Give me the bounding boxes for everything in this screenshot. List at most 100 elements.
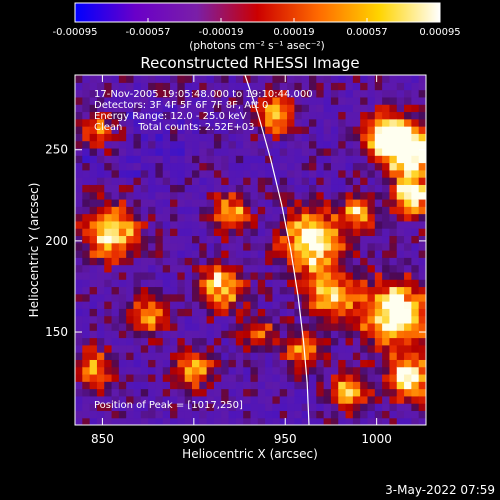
- heatmap-cell: [265, 395, 274, 404]
- heatmap-cell: [118, 162, 127, 171]
- heatmap-cell: [360, 388, 369, 397]
- heatmap-cell: [235, 395, 244, 404]
- heatmap-cell: [75, 301, 83, 309]
- heatmap-cell: [243, 104, 252, 113]
- heatmap-cell: [206, 301, 215, 309]
- heatmap-cell: [345, 111, 354, 120]
- heatmap-cell: [148, 344, 157, 353]
- heatmap-cell: [228, 250, 237, 258]
- heatmap-cell: [272, 308, 281, 317]
- heatmap-cell: [374, 315, 383, 324]
- heatmap-cell: [294, 395, 303, 404]
- heatmap-cell: [199, 177, 208, 185]
- heatmap-cell: [309, 228, 317, 237]
- heatmap-cell: [265, 352, 274, 360]
- heatmap-cell: [126, 373, 135, 382]
- heatmap-cell: [111, 250, 120, 258]
- heatmap-cell: [404, 344, 412, 353]
- heatmap-cell: [265, 126, 274, 134]
- heatmap-cell: [162, 264, 171, 273]
- heatmap-cell: [323, 301, 332, 309]
- heatmap-cell: [382, 111, 391, 120]
- heatmap-cell: [162, 111, 171, 120]
- heatmap-cell: [257, 395, 266, 404]
- heatmap-cell: [316, 352, 325, 360]
- heatmap-cell: [250, 337, 259, 346]
- heatmap-cell: [279, 359, 288, 368]
- heatmap-cell: [75, 410, 83, 419]
- heatmap-cell: [330, 286, 339, 295]
- heatmap-cell: [272, 388, 281, 397]
- heatmap-cell: [301, 126, 310, 134]
- heatmap-cell: [367, 206, 376, 215]
- heatmap-cell: [140, 89, 149, 98]
- heatmap-cell: [294, 111, 303, 120]
- heatmap-cell: [192, 235, 200, 244]
- heatmap-cell: [133, 315, 142, 324]
- heatmap-cell: [96, 235, 105, 244]
- heatmap-cell: [404, 206, 412, 215]
- heatmap-cell: [140, 228, 149, 237]
- heatmap-cell: [389, 235, 398, 244]
- heatmap-cell: [345, 184, 354, 193]
- heatmap-cell: [206, 177, 215, 185]
- heatmap-cell: [309, 250, 317, 258]
- heatmap-cell: [104, 271, 113, 280]
- heatmap-cell: [75, 75, 83, 83]
- heatmap-cell: [96, 118, 105, 127]
- heatmap-cell: [396, 330, 405, 339]
- heatmap-cell: [243, 286, 252, 295]
- heatmap-cell: [294, 315, 303, 324]
- heatmap-cell: [206, 104, 215, 113]
- heatmap-cell: [206, 242, 215, 251]
- heatmap-cell: [104, 366, 113, 375]
- heatmap-cell: [389, 118, 398, 127]
- heatmap-cell: [316, 301, 325, 309]
- heatmap-cell: [148, 301, 157, 309]
- heatmap-cell: [294, 133, 303, 142]
- heatmap-cell: [374, 417, 383, 425]
- heatmap-cell: [235, 177, 244, 185]
- heatmap-cell: [228, 198, 237, 207]
- heatmap-cell: [140, 293, 149, 302]
- solar-limb-line: [244, 75, 310, 425]
- heatmap-cell: [89, 410, 98, 419]
- heatmap-cell: [170, 75, 178, 83]
- heatmap-cell: [374, 359, 383, 368]
- heatmap-cell: [411, 293, 420, 302]
- heatmap-cell: [367, 104, 376, 113]
- heatmap-cell: [133, 410, 142, 419]
- heatmap-cell: [338, 417, 347, 425]
- heatmap-cell: [155, 359, 164, 368]
- heatmap-cell: [323, 308, 332, 317]
- heatmap-cell: [367, 162, 376, 171]
- heatmap-cell: [96, 155, 105, 164]
- heatmap-cell: [265, 308, 274, 317]
- heatmap-cell: [228, 184, 237, 193]
- heatmap-cell: [75, 198, 83, 207]
- heatmap-cell: [404, 177, 412, 185]
- heatmap-cell: [323, 388, 332, 397]
- heatmap-cell: [389, 250, 398, 258]
- heatmap-cell: [140, 417, 149, 425]
- heatmap-cell: [235, 89, 244, 98]
- heatmap-cell: [323, 344, 332, 353]
- heatmap-cell: [396, 198, 405, 207]
- heatmap-cell: [301, 330, 310, 339]
- heatmap-cell: [148, 133, 157, 142]
- heatmap-cell: [250, 198, 259, 207]
- heatmap-cell: [404, 359, 412, 368]
- heatmap-cell: [162, 403, 171, 412]
- heatmap-cell: [294, 228, 303, 237]
- heatmap-cell: [338, 96, 347, 105]
- heatmap-cell: [96, 257, 105, 266]
- heatmap-cell: [177, 308, 186, 317]
- heatmap-cell: [287, 228, 295, 237]
- heatmap-cell: [411, 308, 420, 317]
- heatmap-cell: [279, 337, 288, 346]
- heatmap-cell: [294, 417, 303, 425]
- heatmap-cell: [309, 403, 317, 412]
- heatmap-cell: [104, 264, 113, 273]
- heatmap-cell: [279, 381, 288, 390]
- heatmap-cell: [367, 388, 376, 397]
